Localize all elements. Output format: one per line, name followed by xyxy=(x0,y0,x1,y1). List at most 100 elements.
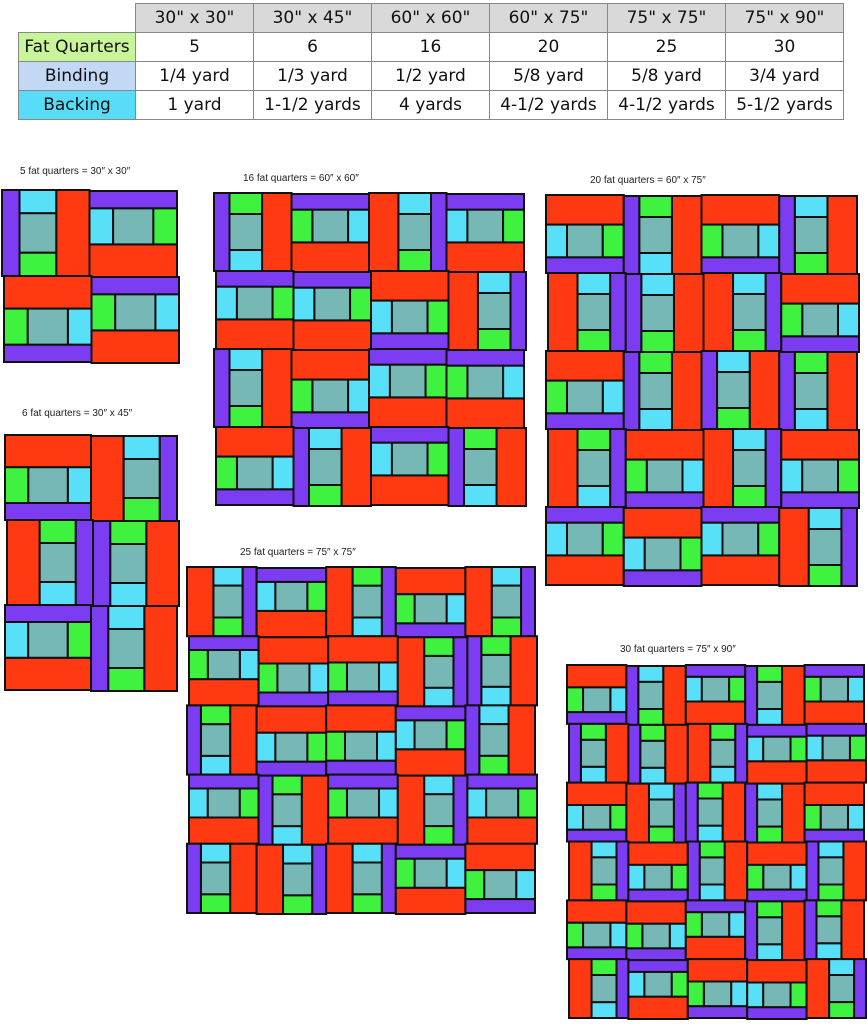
purple-strip xyxy=(617,842,629,901)
red-strip xyxy=(546,195,624,225)
cyan-square xyxy=(702,523,723,556)
quilt-block xyxy=(624,196,702,274)
purple-strip xyxy=(807,842,819,901)
quilt-block xyxy=(626,666,685,725)
red-strip xyxy=(702,195,780,225)
teal-square xyxy=(821,677,848,702)
red-strip xyxy=(369,397,447,427)
red-strip xyxy=(7,520,40,605)
teal-square xyxy=(201,862,230,894)
teal-square xyxy=(644,865,671,890)
red-strip xyxy=(747,960,806,982)
quilt-block xyxy=(688,724,747,783)
quilt-block xyxy=(626,430,704,508)
purple-strip xyxy=(779,352,795,430)
quilt-block xyxy=(189,636,259,705)
quilt-block xyxy=(294,272,372,350)
cyan-square xyxy=(108,606,144,629)
quilt-block xyxy=(779,508,857,586)
green-square xyxy=(216,457,237,490)
purple-strip xyxy=(449,428,465,506)
green-square xyxy=(479,756,508,775)
cyan-square xyxy=(649,784,674,800)
red-strip xyxy=(326,567,352,636)
green-square xyxy=(464,428,497,449)
quilt-block xyxy=(626,274,704,352)
quilt-block xyxy=(465,844,535,913)
green-square xyxy=(424,637,453,656)
purple-strip xyxy=(747,725,806,737)
quilt-block xyxy=(326,705,396,774)
purple-strip xyxy=(382,844,396,913)
quilt-block xyxy=(702,195,780,273)
red-strip xyxy=(702,555,780,585)
quilt-block xyxy=(369,193,447,271)
green-square xyxy=(447,720,466,749)
cyan-square xyxy=(424,688,453,707)
green-square xyxy=(747,865,763,890)
green-square xyxy=(20,253,57,276)
teal-square xyxy=(314,288,350,321)
quilt-block xyxy=(91,606,177,691)
teal-square xyxy=(567,225,603,258)
teal-square xyxy=(424,794,453,826)
teal-square xyxy=(230,370,263,406)
purple-strip xyxy=(688,1006,747,1018)
red-strip xyxy=(807,959,830,1018)
purple-strip xyxy=(854,959,866,1018)
quilt-block xyxy=(569,959,628,1018)
red-strip xyxy=(92,330,180,363)
cyan-square xyxy=(848,805,864,830)
quilt-block xyxy=(567,783,626,842)
cyan-square xyxy=(733,429,766,450)
cyan-square xyxy=(467,788,486,817)
teal-square xyxy=(208,788,240,817)
cyan-square xyxy=(189,788,208,817)
green-square xyxy=(292,380,313,413)
quilt-block xyxy=(447,194,525,272)
purple-strip xyxy=(93,521,110,606)
cyan-square xyxy=(478,272,511,293)
red-strip xyxy=(328,636,398,662)
teal-square xyxy=(710,740,735,767)
quilt-block xyxy=(467,636,537,705)
teal-square xyxy=(640,741,665,768)
green-square xyxy=(546,381,567,414)
table-cell: 4-1/2 yards xyxy=(489,90,608,120)
red-strip xyxy=(663,666,686,725)
red-strip xyxy=(747,761,806,783)
quilt-block xyxy=(398,637,468,706)
cyan-square xyxy=(757,784,782,800)
teal-square xyxy=(702,677,729,702)
red-strip xyxy=(511,636,537,705)
quilt-block xyxy=(686,900,745,959)
quilt-block xyxy=(779,196,857,274)
red-strip xyxy=(688,959,747,981)
green-square xyxy=(672,972,688,997)
red-strip xyxy=(342,428,371,506)
cyan-square xyxy=(710,767,735,783)
purple-strip xyxy=(257,762,327,776)
cyan-square xyxy=(201,756,230,775)
green-square xyxy=(283,895,312,914)
purple-strip xyxy=(4,345,92,362)
green-square xyxy=(809,565,842,586)
red-strip xyxy=(781,274,859,304)
cyan-square xyxy=(578,486,611,507)
cyan-square xyxy=(273,826,302,845)
cyan-square xyxy=(686,677,702,702)
green-square xyxy=(592,959,617,975)
cyan-square xyxy=(424,776,453,795)
quilt-block xyxy=(396,845,466,914)
red-strip xyxy=(328,818,398,844)
teal-square xyxy=(717,372,750,408)
quilt-block xyxy=(688,959,747,1018)
teal-square xyxy=(108,629,144,668)
cyan-square xyxy=(717,351,750,372)
red-strip xyxy=(674,274,704,352)
green-square xyxy=(309,485,342,506)
cyan-square xyxy=(398,193,431,214)
quilt-block xyxy=(294,428,372,506)
cyan-square xyxy=(700,884,725,900)
red-strip xyxy=(292,350,370,380)
